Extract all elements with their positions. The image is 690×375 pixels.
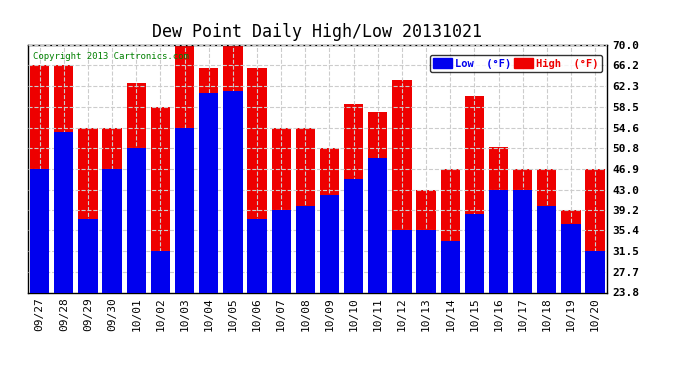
Bar — [30, 169, 50, 375]
Bar — [30, 65, 50, 375]
Bar — [320, 148, 339, 375]
Text: Copyright 2013 Cartronics.com: Copyright 2013 Cartronics.com — [33, 53, 189, 62]
Bar — [295, 128, 315, 375]
Bar — [465, 96, 484, 375]
Bar — [199, 68, 218, 375]
Legend: Low  (°F), High  (°F): Low (°F), High (°F) — [430, 55, 602, 72]
Bar — [513, 169, 533, 375]
Bar — [561, 225, 581, 375]
Bar — [368, 112, 388, 375]
Bar — [537, 206, 556, 375]
Title: Dew Point Daily High/Low 20131021: Dew Point Daily High/Low 20131021 — [152, 22, 482, 40]
Bar — [79, 219, 98, 375]
Bar — [392, 80, 411, 375]
Bar — [344, 179, 363, 375]
Bar — [585, 251, 604, 375]
Bar — [320, 195, 339, 375]
Bar — [392, 230, 411, 375]
Bar — [150, 251, 170, 375]
Bar — [247, 68, 266, 375]
Bar — [489, 190, 508, 375]
Bar — [223, 90, 243, 375]
Bar — [537, 169, 556, 375]
Bar — [416, 230, 436, 375]
Bar — [54, 65, 73, 375]
Bar — [416, 190, 436, 375]
Bar — [440, 240, 460, 375]
Bar — [465, 214, 484, 375]
Bar — [513, 190, 533, 375]
Bar — [295, 206, 315, 375]
Bar — [175, 46, 194, 375]
Bar — [79, 128, 98, 375]
Bar — [102, 128, 122, 375]
Bar — [344, 104, 363, 375]
Bar — [368, 158, 388, 375]
Bar — [247, 219, 266, 375]
Bar — [127, 148, 146, 375]
Bar — [440, 169, 460, 375]
Bar — [271, 210, 291, 375]
Bar — [150, 106, 170, 375]
Bar — [489, 147, 508, 375]
Bar — [199, 93, 218, 375]
Bar — [561, 210, 581, 375]
Bar — [223, 45, 243, 375]
Bar — [175, 128, 194, 375]
Bar — [54, 132, 73, 375]
Bar — [127, 82, 146, 375]
Bar — [102, 169, 122, 375]
Bar — [271, 128, 291, 375]
Bar — [585, 169, 604, 375]
